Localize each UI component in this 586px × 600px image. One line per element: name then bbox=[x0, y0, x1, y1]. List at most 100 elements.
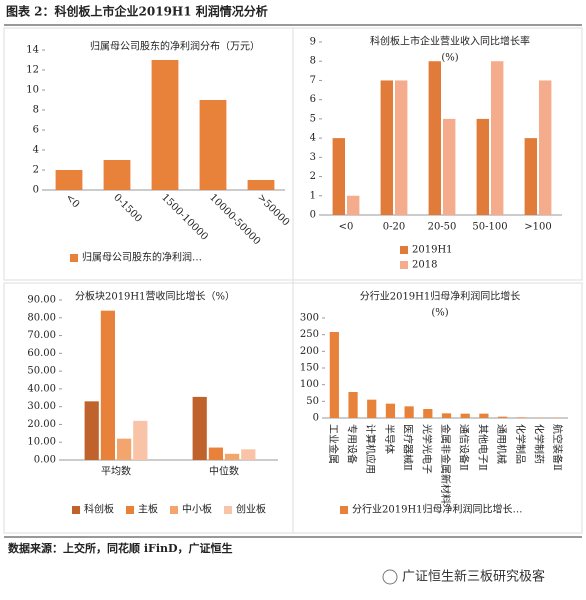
bar bbox=[347, 195, 360, 215]
x-tick-label: 医疗器械Ⅱ bbox=[402, 424, 415, 471]
x-tick-label: <0 bbox=[339, 222, 354, 233]
x-tick-label: >50000 bbox=[255, 192, 291, 228]
bar bbox=[55, 170, 83, 190]
x-tick-label: 半导体 bbox=[383, 424, 396, 454]
bar bbox=[247, 180, 275, 190]
legend-label: 归属母公司股东的净利润… bbox=[82, 251, 202, 264]
legend-swatch bbox=[340, 506, 348, 514]
legend-swatch bbox=[400, 261, 408, 269]
x-tick-label: 10000-50000 bbox=[207, 192, 262, 247]
y-tick-label: 10 bbox=[26, 85, 39, 96]
x-tick-label: >100 bbox=[524, 222, 551, 233]
bar bbox=[441, 413, 452, 418]
chart-title: 归属母公司股东的净利润分布（万元） bbox=[90, 40, 260, 53]
bar bbox=[192, 396, 207, 460]
legend-swatch bbox=[70, 254, 78, 262]
bar bbox=[491, 61, 504, 215]
y-tick-label: 30.00 bbox=[27, 401, 56, 412]
x-tick-label: 20-50 bbox=[428, 222, 457, 233]
y-tick-label: 70.00 bbox=[27, 330, 56, 341]
y-tick-label: 6 bbox=[33, 125, 39, 136]
x-tick-label: 计算机应用 bbox=[364, 424, 377, 474]
y-tick-label: 60.00 bbox=[27, 348, 56, 359]
y-tick-label: 6 bbox=[310, 94, 316, 105]
y-tick-label: 0.00 bbox=[34, 455, 56, 466]
x-tick-label: 金属非金属新材料 bbox=[439, 424, 452, 504]
y-tick-label: 200 bbox=[300, 346, 319, 357]
bar bbox=[476, 118, 489, 215]
legend-label: 主板 bbox=[138, 503, 158, 516]
bar bbox=[225, 453, 240, 460]
y-tick-label: 20.00 bbox=[27, 419, 56, 430]
x-tick-label: 专用设备 bbox=[346, 424, 359, 464]
y-tick-label: 10.00 bbox=[27, 437, 56, 448]
chart-title: 分行业2019H1归母净利润同比增长 bbox=[360, 290, 521, 303]
bar bbox=[428, 61, 441, 215]
y-tick-label: 4 bbox=[33, 145, 39, 156]
y-tick-label: 100 bbox=[300, 379, 319, 390]
y-tick-label: 4 bbox=[310, 133, 316, 144]
figure-title: 图表 2：科创板上市企业2019H1 利润情况分析 bbox=[6, 4, 268, 19]
bar bbox=[385, 403, 396, 418]
y-tick-label: 2 bbox=[310, 171, 316, 182]
bar bbox=[84, 401, 99, 460]
y-tick-label: 250 bbox=[300, 329, 319, 340]
y-tick-label: 90.00 bbox=[27, 295, 56, 306]
bar bbox=[479, 413, 489, 418]
y-tick-label: 8 bbox=[33, 105, 39, 116]
legend-swatch bbox=[400, 246, 408, 254]
y-tick-label: 150 bbox=[300, 363, 319, 374]
y-tick-label: 300 bbox=[300, 313, 319, 324]
bar bbox=[151, 60, 179, 190]
bar bbox=[539, 80, 552, 215]
bar bbox=[133, 420, 148, 460]
y-tick-label: 7 bbox=[310, 75, 316, 86]
bar bbox=[332, 138, 345, 215]
bar bbox=[395, 80, 408, 215]
x-tick-label: 工业金属 bbox=[327, 424, 340, 464]
legend-swatch bbox=[170, 506, 178, 514]
legend-label: 分行业2019H1归母净利润同比增长… bbox=[352, 503, 523, 516]
bar bbox=[460, 413, 470, 418]
legend-label: 科创板 bbox=[84, 503, 114, 516]
y-tick-label: 50 bbox=[306, 396, 319, 407]
bar bbox=[208, 447, 223, 460]
y-tick-label: 5 bbox=[310, 113, 316, 124]
bar bbox=[117, 438, 132, 460]
legend-label: 创业板 bbox=[236, 503, 266, 516]
legend-swatch bbox=[126, 506, 134, 514]
legend-label: 2018 bbox=[412, 260, 437, 271]
bar bbox=[329, 332, 339, 418]
watermark: 广证恒生新三板研究极客 bbox=[402, 569, 545, 585]
x-tick-label: 1500-10000 bbox=[159, 192, 210, 243]
y-tick-label: 50.00 bbox=[27, 366, 56, 377]
bar bbox=[404, 406, 414, 418]
x-tick-label: 中位数 bbox=[209, 465, 239, 478]
y-tick-label: 0 bbox=[310, 210, 316, 221]
bar bbox=[199, 100, 227, 190]
x-tick-label: 化学制品 bbox=[514, 424, 527, 464]
legend-swatch bbox=[224, 506, 232, 514]
x-tick-label: 50-100 bbox=[472, 222, 507, 233]
y-tick-label: 0 bbox=[33, 185, 39, 196]
bar bbox=[241, 449, 256, 460]
y-tick-label: 1 bbox=[310, 190, 316, 201]
y-tick-label: 2 bbox=[33, 165, 39, 176]
x-tick-label: 其他电子Ⅱ bbox=[476, 424, 489, 471]
bar bbox=[103, 160, 131, 190]
legend-label: 中小板 bbox=[182, 503, 212, 516]
x-tick-label: 通用机械 bbox=[495, 424, 508, 464]
bar bbox=[423, 409, 433, 418]
bar bbox=[443, 118, 456, 215]
bar bbox=[100, 310, 115, 460]
y-tick-label: 0 bbox=[313, 413, 319, 424]
bar bbox=[497, 416, 508, 418]
y-tick-label: 3 bbox=[310, 152, 316, 163]
y-tick-label: 80.00 bbox=[27, 312, 56, 323]
x-tick-label: 0-1500 bbox=[111, 192, 144, 225]
chart-subtitle: (%) bbox=[441, 53, 458, 64]
chart-subtitle: (%) bbox=[431, 308, 448, 319]
y-tick-label: 14 bbox=[26, 45, 39, 56]
x-tick-label: <0 bbox=[63, 192, 81, 210]
chart-title: 科创板上市企业营业收入同比增长率 bbox=[370, 35, 530, 48]
